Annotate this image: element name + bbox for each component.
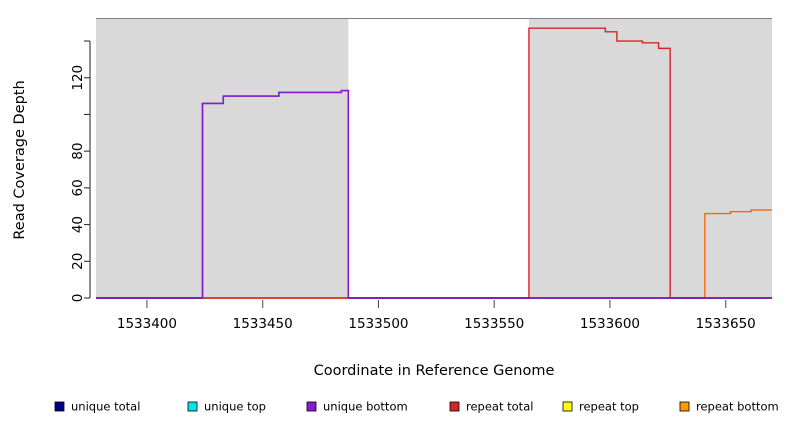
y-tick-label-20: 20	[70, 253, 86, 270]
legend-swatch-icon	[679, 401, 690, 412]
y-tick-label-0: 0	[70, 294, 86, 303]
legend-label: unique bottom	[323, 400, 408, 414]
series-repeat-total	[96, 27, 772, 299]
tick-labels-layer: 0 20 40 60 80 120 1533400 1533450 1533500 1533550…	[70, 65, 756, 332]
y-tick-label-120: 120	[70, 65, 86, 91]
chart-legend: unique total unique top unique bottom repea…	[54, 400, 779, 414]
series-unique-bottom	[96, 89, 772, 299]
legend-swatch-icon	[562, 401, 573, 412]
x-axis-title: Coordinate in Reference Genome	[314, 363, 555, 379]
legend-item-repeat-total[interactable]: repeat total	[449, 400, 533, 414]
legend-swatch-icon	[306, 401, 317, 412]
legend-swatch-icon	[187, 401, 198, 412]
y-tick-label-60: 60	[70, 179, 86, 196]
legend-label: unique total	[71, 400, 140, 414]
axes-layer	[84, 40, 727, 308]
legend-swatch-icon	[54, 401, 65, 412]
legend-item-repeat-bottom[interactable]: repeat bottom	[679, 400, 779, 414]
legend-swatch-icon	[449, 401, 460, 412]
data-series-layer	[96, 27, 772, 299]
repeat-region-right	[528, 19, 772, 298]
x-tick-label-1533550: 1533550	[464, 316, 524, 332]
legend-item-unique-top[interactable]: unique top	[187, 400, 266, 414]
legend-item-unique-total[interactable]: unique total	[54, 400, 140, 414]
legend-item-repeat-top[interactable]: repeat top	[562, 400, 639, 414]
shaded-regions-layer	[96, 19, 772, 298]
y-tick-label-80: 80	[70, 143, 86, 160]
x-tick-label-1533450: 1533450	[233, 316, 293, 332]
series-repeat-bottom	[96, 209, 772, 299]
y-tick-label-40: 40	[70, 216, 86, 233]
y-axis-title: Read Coverage Depth	[12, 80, 28, 239]
x-tick-label-1533650: 1533650	[696, 316, 756, 332]
repeat-region-left	[96, 19, 349, 298]
x-tick-label-1533600: 1533600	[580, 316, 640, 332]
legend-label: repeat bottom	[696, 400, 779, 414]
legend-label: unique top	[204, 400, 266, 414]
legend-label: repeat top	[579, 400, 639, 414]
x-tick-label-1533500: 1533500	[348, 316, 408, 332]
legend-item-unique-bottom[interactable]: unique bottom	[306, 400, 408, 414]
x-tick-label-1533400: 1533400	[117, 316, 177, 332]
legend-label: repeat total	[466, 400, 533, 414]
